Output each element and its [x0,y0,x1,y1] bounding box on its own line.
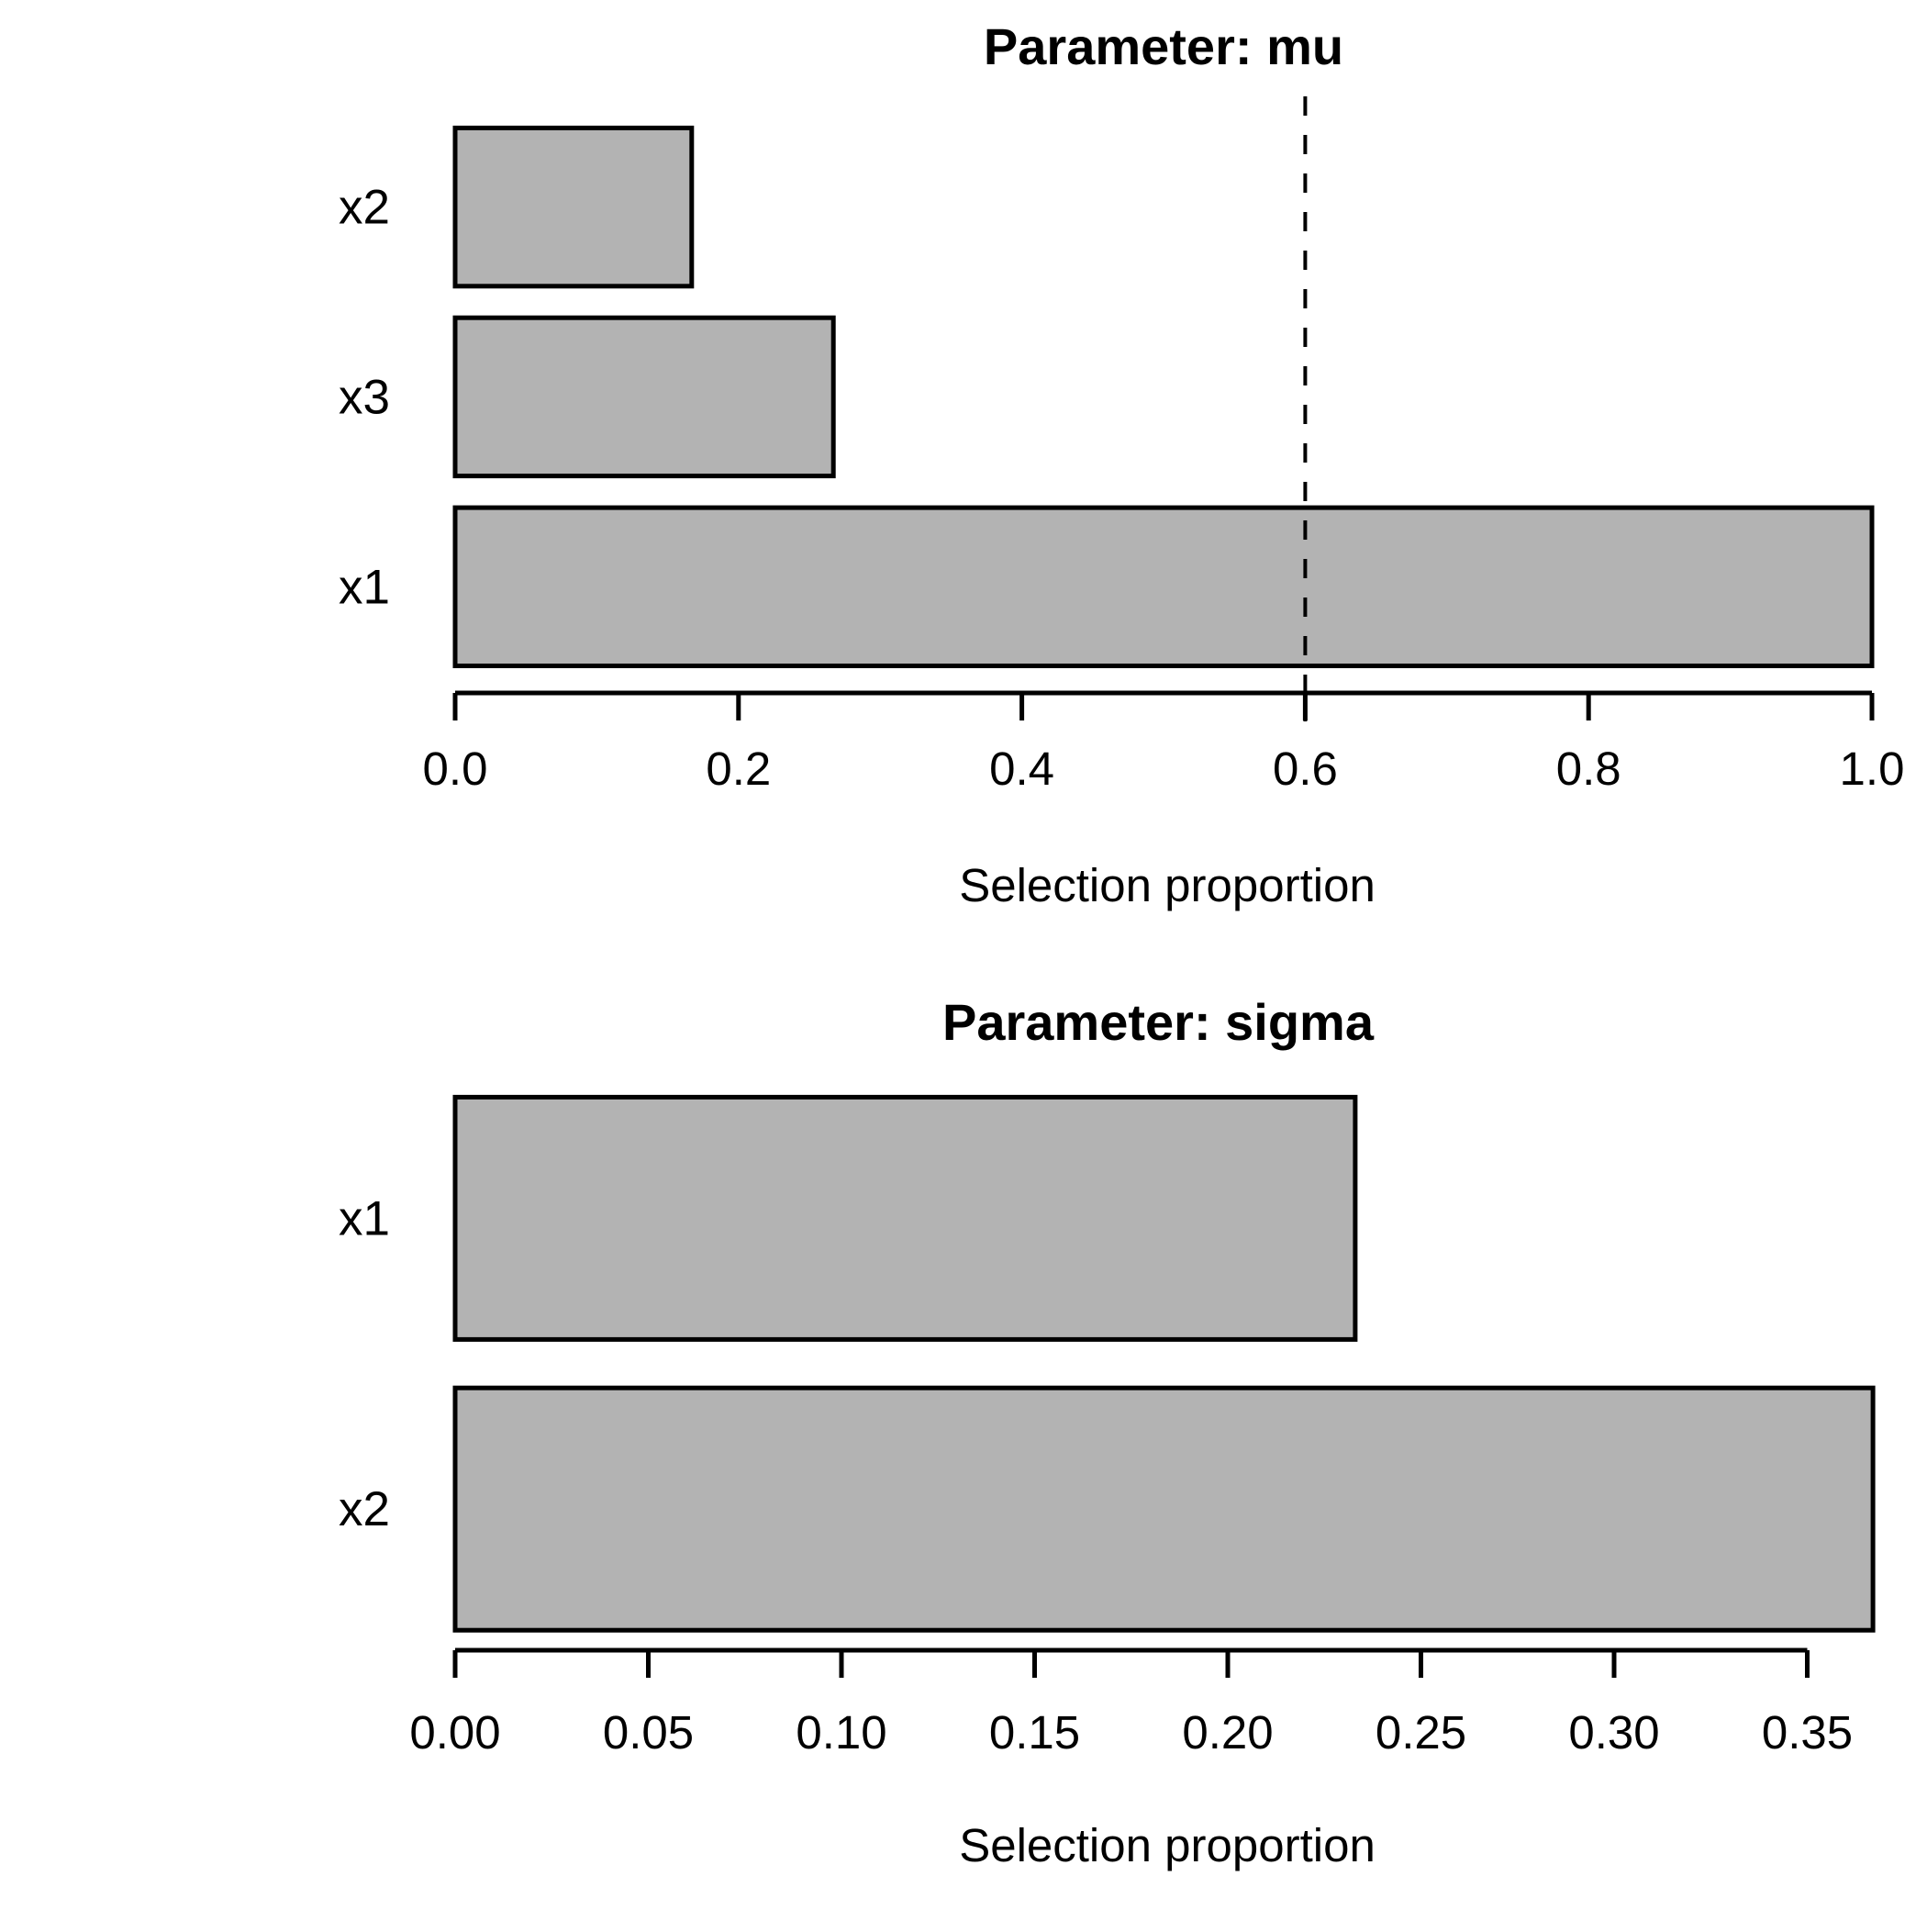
bar-x2 [452,1385,1876,1633]
x-axis-tick-label: 0.25 [1376,1706,1466,1759]
x-axis-tick-label: 0.35 [1762,1706,1853,1759]
chart-sigma-title: Parameter: sigma [942,993,1375,1051]
bar-x1 [452,505,1875,668]
chart-mu: Parameter: mu 0.0 0.2 0.4 0.6 0.8 1.0 x2x3x1 … [339,17,1904,911]
chart-mu-bars [452,125,1875,668]
category-label-x2: x2 [339,1482,390,1536]
chart-mu-x-axis-label: Selection proportion [959,859,1376,911]
chart-mu-x-axis: 0.0 0.2 0.4 0.6 0.8 1.0 [423,690,1905,795]
x-axis-tick-label: 0.30 [1568,1706,1659,1759]
x-axis-tick-label: 0.00 [409,1706,500,1759]
x-axis-tick-label: 0.05 [603,1706,694,1759]
category-label-x3: x3 [339,370,390,424]
x-axis-tick-label: 0.8 [1556,743,1621,795]
category-label-x1: x1 [339,1191,390,1245]
x-axis-tick-label: 1.0 [1840,743,1905,795]
bar-x2 [452,125,695,289]
bar-x1 [452,1094,1358,1342]
x-axis-tick-label: 0.2 [706,743,771,795]
chart-sigma: Parameter: sigma 0.00 0.05 0.10 0.15 0.20 0.2… [339,993,1876,1871]
x-axis-tick-label: 0.0 [423,743,488,795]
x-axis-tick-label: 0.4 [989,743,1054,795]
chart-mu-title: Parameter: mu [984,17,1343,75]
category-label-x1: x1 [339,560,390,614]
category-label-x2: x2 [339,181,390,235]
bar-x3 [452,315,836,479]
x-axis-tick-label: 0.10 [796,1706,886,1759]
chart-sigma-x-axis-label: Selection proportion [959,1819,1376,1871]
chart-sigma-category-labels: x1 x2 [339,1191,390,1536]
chart-sigma-bars [452,1094,1876,1633]
x-axis-tick-label: 0.15 [989,1706,1080,1759]
x-axis-tick-label: 0.20 [1182,1706,1273,1759]
chart-sigma-x-axis: 0.00 0.05 0.10 0.15 0.20 0.25 0.30 0.35 [409,1647,1853,1759]
x-axis-tick-label: 0.6 [1273,743,1338,795]
chart-mu-category-labels: x2 x3 x1 [339,181,390,615]
